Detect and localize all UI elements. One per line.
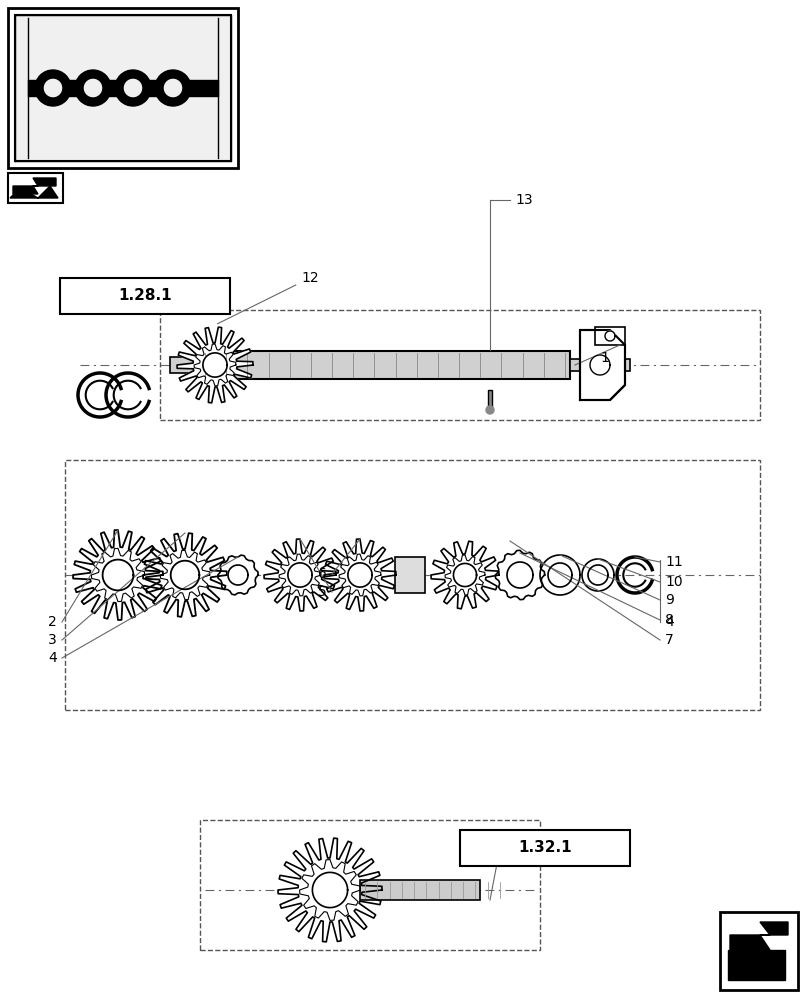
Text: 13: 13 [514,193,532,207]
Polygon shape [203,353,227,377]
Text: 2: 2 [48,615,57,629]
Bar [8,8,238,168]
Text: 1.32.1: 1.32.1 [517,840,571,855]
Text: 3: 3 [48,633,57,647]
Polygon shape [324,539,396,611]
Bar [394,557,424,593]
Polygon shape [288,563,311,587]
Bar [719,912,797,990]
Polygon shape [312,872,347,908]
Circle shape [115,70,151,106]
Polygon shape [277,838,381,942]
Circle shape [122,78,143,98]
Polygon shape [73,530,163,620]
Polygon shape [495,550,544,600]
Polygon shape [497,553,541,597]
Text: 11: 11 [664,555,682,569]
Bar [359,880,479,900]
Circle shape [163,78,182,98]
Text: 12: 12 [217,271,319,324]
Bar [200,351,569,379]
Polygon shape [581,559,613,591]
Polygon shape [143,533,227,617]
Polygon shape [590,355,609,375]
Circle shape [43,78,63,98]
Polygon shape [347,563,371,587]
FancyBboxPatch shape [460,830,629,866]
Polygon shape [217,555,258,595]
Text: 1: 1 [599,351,608,365]
FancyBboxPatch shape [60,278,230,314]
Bar [169,357,200,373]
Polygon shape [729,922,787,950]
Polygon shape [170,561,199,589]
Polygon shape [506,562,532,588]
Polygon shape [487,390,491,410]
Polygon shape [177,327,253,403]
Bar [15,15,230,161]
Polygon shape [727,950,784,980]
Polygon shape [587,565,607,585]
Text: 9: 9 [664,593,673,607]
Circle shape [75,70,111,106]
Bar [160,310,759,420]
Text: 7: 7 [664,633,673,647]
Polygon shape [594,327,624,345]
Polygon shape [486,406,493,414]
Bar [569,359,629,371]
Polygon shape [579,330,624,400]
Bar [8,173,63,203]
Circle shape [155,70,191,106]
Polygon shape [228,565,247,585]
Polygon shape [264,539,336,611]
Polygon shape [10,183,58,198]
Circle shape [83,78,103,98]
Polygon shape [547,563,571,587]
Polygon shape [220,557,255,593]
Text: 8: 8 [664,613,673,627]
Bar [65,460,759,710]
Polygon shape [604,331,614,341]
Polygon shape [453,563,476,587]
Polygon shape [539,555,579,595]
Text: 4: 4 [664,615,673,629]
Polygon shape [13,178,56,194]
Text: 6: 6 [318,567,327,581]
Polygon shape [431,541,499,609]
Bar [200,820,539,950]
Circle shape [35,70,71,106]
Text: 4: 4 [48,651,57,665]
Text: 5: 5 [318,585,327,599]
Text: 10: 10 [664,575,682,589]
Polygon shape [102,560,133,590]
Text: 1.28.1: 1.28.1 [118,288,172,304]
